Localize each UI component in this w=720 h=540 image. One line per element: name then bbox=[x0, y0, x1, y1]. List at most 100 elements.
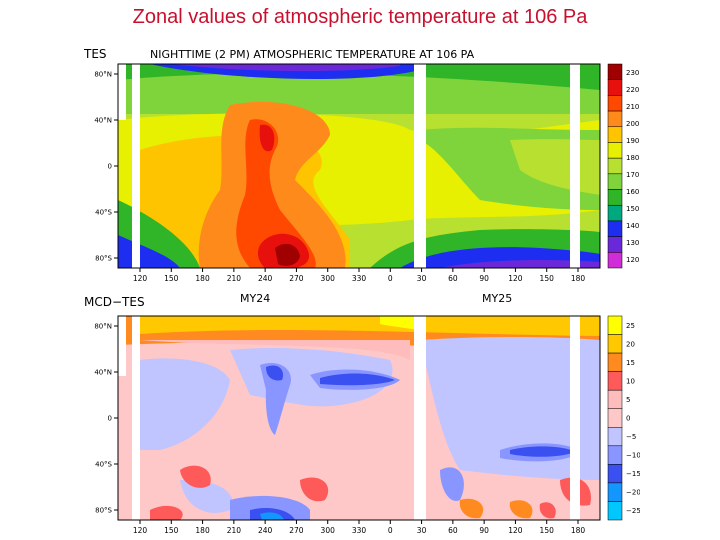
x-tick-label: 90 bbox=[479, 526, 489, 535]
top-panel-label: TES bbox=[83, 47, 107, 61]
colorbar-tick-label: 140 bbox=[626, 222, 639, 230]
colorbar-swatch bbox=[607, 389, 623, 409]
colorbar-swatch bbox=[607, 252, 623, 269]
bottom-panel-label: MCD−TES bbox=[84, 295, 145, 309]
colorbar-tick-label: 150 bbox=[626, 205, 639, 213]
colorbar-swatch bbox=[607, 408, 623, 428]
colorbar-tick-label: −5 bbox=[626, 433, 636, 441]
colorbar-swatch bbox=[607, 189, 623, 206]
colorbar-swatch bbox=[607, 110, 623, 128]
colorbar-tick-label: 120 bbox=[626, 256, 639, 264]
x-tick-label: 120 bbox=[133, 274, 148, 283]
x-tick-label: 180 bbox=[571, 274, 586, 283]
colorbar-swatch bbox=[607, 220, 623, 237]
colorbar-swatch bbox=[607, 95, 623, 112]
figure: TES NIGHTTIME (2 PM) ATMOSPHERIC TEMPERA… bbox=[83, 47, 640, 535]
x-tick-label: 90 bbox=[479, 274, 489, 283]
x-tick-label: 180 bbox=[195, 274, 210, 283]
colorbar-tick-label: −20 bbox=[626, 489, 640, 497]
x-tick-label: 120 bbox=[508, 526, 523, 535]
bottom-x-axis: 120 150 180 210 240 270 300 330 0 30 60 90 120 150 180 bbox=[133, 520, 586, 535]
colorbar-swatch bbox=[607, 79, 623, 96]
x-tick-label: 300 bbox=[321, 526, 336, 535]
colorbar-tick-label: 20 bbox=[626, 340, 635, 348]
colorbar-tick-label: 10 bbox=[626, 377, 635, 385]
colorbar-tick-label: 15 bbox=[626, 359, 635, 367]
y-tick-label: 40°N bbox=[94, 369, 112, 377]
year-label-my25: MY25 bbox=[482, 292, 512, 305]
y-tick-label: 80°S bbox=[95, 255, 112, 263]
colorbar-tick-label: 220 bbox=[626, 86, 639, 94]
x-tick-label: 270 bbox=[289, 274, 304, 283]
x-tick-label: 210 bbox=[227, 526, 242, 535]
colorbar-tick-label: 130 bbox=[626, 239, 639, 247]
colorbar-tick-label: −25 bbox=[626, 507, 640, 515]
colorbar-swatch bbox=[607, 352, 623, 372]
colorbar-tick-label: −15 bbox=[626, 470, 640, 478]
colorbar-swatch bbox=[607, 204, 623, 222]
colorbar-tick-label: 160 bbox=[626, 188, 639, 196]
y-tick-label: 40°N bbox=[94, 117, 112, 125]
y-tick-label: 80°N bbox=[94, 323, 112, 331]
top-colorbar: 230 220 210 200 190 180 170 160 150 140 130 120 bbox=[607, 63, 639, 269]
x-tick-label: 30 bbox=[417, 274, 427, 283]
colorbar-tick-label: 210 bbox=[626, 103, 639, 111]
x-tick-label: 30 bbox=[417, 526, 427, 535]
x-tick-label: 120 bbox=[508, 274, 523, 283]
colorbar-tick-label: 170 bbox=[626, 171, 639, 179]
top-x-axis: 120 150 180 210 240 270 300 330 0 30 60 90 120 150 180 bbox=[133, 268, 586, 283]
year-label-my24: MY24 bbox=[240, 292, 270, 305]
y-tick-label: 40°S bbox=[95, 461, 112, 469]
colorbar-swatch bbox=[607, 427, 623, 447]
colorbar-tick-label: 5 bbox=[626, 396, 630, 404]
x-tick-label: 240 bbox=[258, 526, 273, 535]
colorbar-swatch bbox=[607, 334, 623, 354]
colorbar-swatch bbox=[607, 501, 623, 521]
y-tick-label: 0 bbox=[108, 415, 112, 423]
x-tick-label: 330 bbox=[352, 526, 367, 535]
x-tick-label: 330 bbox=[352, 274, 367, 283]
bottom-y-axis: 80°N 40°N 0 40°S 80°S bbox=[94, 323, 118, 515]
x-tick-label: 150 bbox=[164, 274, 179, 283]
colorbar-swatch bbox=[607, 142, 623, 159]
colorbar-tick-label: 0 bbox=[626, 415, 630, 423]
colorbar-tick-label: 180 bbox=[626, 154, 639, 162]
slide-title: Zonal values of atmospheric temperature … bbox=[132, 6, 588, 28]
y-tick-label: 80°N bbox=[94, 71, 112, 79]
colorbar-tick-label: 190 bbox=[626, 137, 639, 145]
colorbar-swatch bbox=[607, 236, 623, 253]
y-tick-label: 0 bbox=[108, 163, 112, 171]
x-tick-label: 150 bbox=[164, 526, 179, 535]
colorbar-tick-label: −10 bbox=[626, 452, 640, 460]
colorbar-swatch bbox=[607, 371, 623, 391]
x-tick-label: 210 bbox=[227, 274, 242, 283]
x-tick-label: 60 bbox=[448, 526, 458, 535]
colorbar-tick-label: 25 bbox=[626, 322, 635, 330]
x-tick-label: 180 bbox=[195, 526, 210, 535]
top-panel-title: NIGHTTIME (2 PM) ATMOSPHERIC TEMPERATURE… bbox=[150, 48, 475, 61]
colorbar-swatch bbox=[607, 63, 623, 80]
x-tick-label: 300 bbox=[321, 274, 336, 283]
colorbar-swatch bbox=[607, 445, 623, 465]
top-heatmap bbox=[117, 63, 601, 269]
top-y-axis: 80°N 40°N 0 40°S 80°S bbox=[94, 71, 118, 263]
x-tick-label: 0 bbox=[388, 526, 393, 535]
colorbar-tick-label: 200 bbox=[626, 120, 639, 128]
x-tick-label: 270 bbox=[289, 526, 304, 535]
x-tick-label: 150 bbox=[540, 274, 555, 283]
x-tick-label: 180 bbox=[571, 526, 586, 535]
colorbar-swatch bbox=[607, 173, 623, 190]
colorbar-swatch bbox=[607, 482, 623, 502]
colorbar-swatch bbox=[607, 464, 623, 484]
colorbar-swatch bbox=[607, 157, 623, 175]
colorbar-tick-label: 230 bbox=[626, 69, 639, 77]
y-tick-label: 40°S bbox=[95, 209, 112, 217]
bottom-heatmap bbox=[117, 315, 601, 521]
colorbar-swatch bbox=[607, 126, 623, 143]
x-tick-label: 240 bbox=[258, 274, 273, 283]
x-tick-label: 60 bbox=[448, 274, 458, 283]
x-tick-label: 150 bbox=[540, 526, 555, 535]
x-tick-label: 120 bbox=[133, 526, 148, 535]
y-tick-label: 80°S bbox=[95, 507, 112, 515]
x-tick-label: 0 bbox=[388, 274, 393, 283]
